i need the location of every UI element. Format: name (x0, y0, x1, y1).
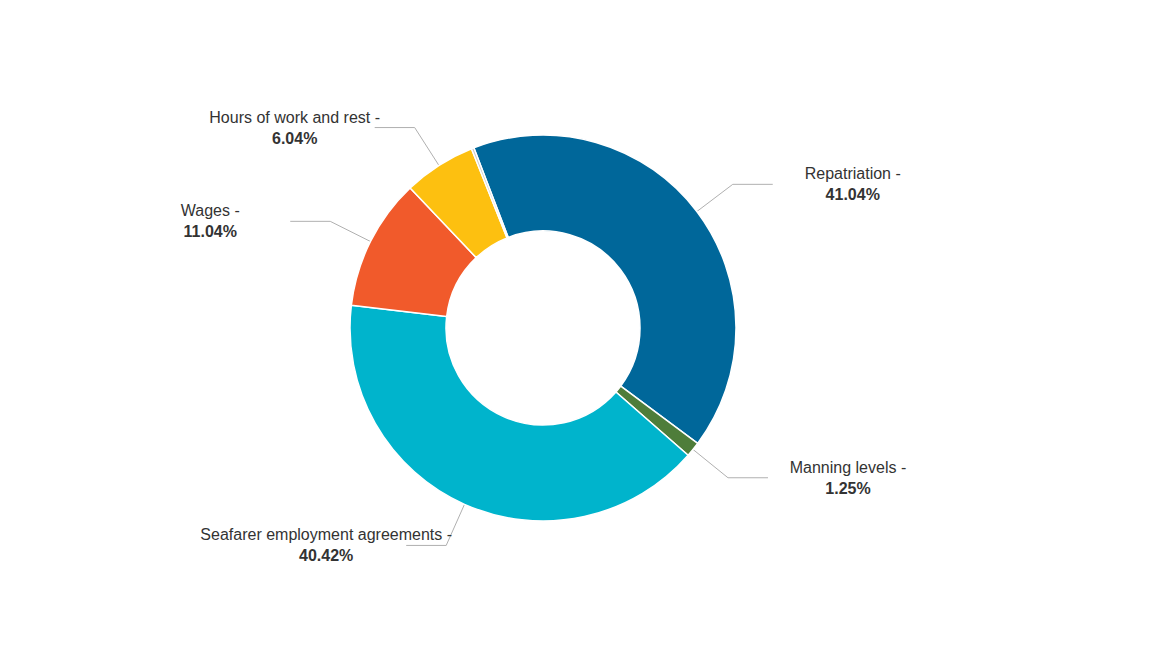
svg-text:41.04%: 41.04% (826, 186, 880, 203)
svg-text:1.25%: 1.25% (825, 480, 870, 497)
svg-text:11.04%: 11.04% (184, 223, 237, 240)
svg-text:Hours of work and rest -: Hours of work and rest - (209, 109, 380, 126)
svg-text:Wages -: Wages - (181, 202, 240, 219)
svg-text:6.04%: 6.04% (272, 130, 317, 147)
svg-text:40.42%: 40.42% (299, 547, 353, 564)
svg-text:Repatriation -: Repatriation - (805, 165, 901, 182)
svg-text:Seafarer employment agreements: Seafarer employment agreements - (200, 526, 452, 543)
svg-text:Manning levels -: Manning levels - (790, 459, 907, 476)
